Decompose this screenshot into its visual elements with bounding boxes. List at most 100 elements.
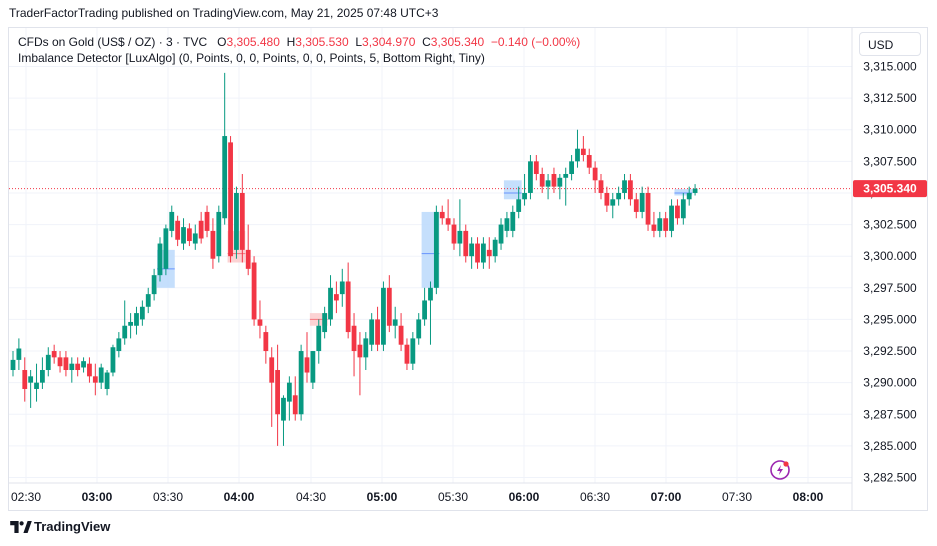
candle-13 — [87, 357, 92, 383]
candle-55 — [334, 281, 339, 314]
candle-0 — [10, 351, 16, 377]
candle-81 — [486, 237, 492, 269]
candle-73 — [439, 205, 445, 225]
candle-58 — [351, 313, 357, 377]
price-tick-label: 3,282.500 — [863, 471, 917, 485]
imbalance-zone-4 — [503, 180, 522, 200]
candle-36 — [222, 72, 228, 225]
candle-8 — [57, 351, 63, 373]
candle-37 — [228, 136, 233, 263]
legend-main-line: CFDs on Gold (US$ / OZ) · 3 · TVC O 3,305… — [18, 34, 580, 50]
candle-76 — [457, 199, 463, 257]
open-label: O — [217, 35, 227, 49]
price-tick-label: 3,315.000 — [863, 60, 917, 74]
candle-5 — [40, 357, 45, 389]
candle-63 — [381, 281, 386, 352]
chart-frame — [8, 27, 928, 511]
candle-68 — [410, 332, 416, 371]
symbol-name[interactable]: CFDs on Gold (US$ / OZ) · 3 · TVC — [18, 35, 208, 49]
candle-75 — [451, 218, 457, 250]
candle-26 — [163, 224, 169, 276]
candle-22 — [139, 300, 145, 326]
candle-54 — [328, 275, 333, 326]
candle-70 — [422, 287, 427, 326]
candle-12 — [81, 357, 86, 373]
candle-41 — [251, 256, 257, 326]
candle-25 — [157, 237, 163, 282]
candle-4 — [34, 363, 39, 402]
candles — [10, 72, 698, 446]
price-scale: 3,315.000 3,312.500 3,310.000 3,307.500 3,30… — [863, 60, 917, 485]
candle-20 — [128, 313, 133, 339]
candle-23 — [145, 287, 151, 314]
candle-95 — [569, 155, 574, 181]
time-tick-label: 05:30 — [438, 490, 468, 504]
candle-115 — [686, 186, 692, 206]
last-price-label: 3,305.340 — [863, 182, 917, 196]
candle-71 — [428, 281, 433, 345]
candle-7 — [51, 344, 57, 364]
candle-3 — [28, 370, 34, 408]
time-tick-label: 03:30 — [153, 490, 183, 504]
imbalance-zone-5 — [674, 189, 693, 196]
change-value: −0.140 (−0.00%) — [490, 35, 581, 49]
candle-78 — [469, 237, 475, 269]
candle-103 — [616, 186, 622, 206]
candle-89 — [533, 155, 539, 181]
candle-67 — [404, 338, 410, 371]
candle-53 — [322, 306, 328, 339]
time-tick-label: 08:00 — [793, 490, 824, 504]
low-label: L — [355, 35, 363, 49]
candle-88 — [528, 155, 533, 200]
candle-21 — [134, 306, 139, 335]
grid-lines — [9, 28, 852, 483]
price-tick-label: 3,310.000 — [863, 123, 917, 137]
close-value: 3,305.340 — [430, 35, 485, 49]
candle-98 — [586, 148, 592, 174]
time-tick-label: 06:00 — [509, 490, 540, 504]
candle-42 — [257, 300, 263, 339]
tradingview-logo-icon — [10, 521, 32, 533]
tradingview-brand[interactable]: TradingView — [34, 519, 111, 534]
candle-94 — [563, 167, 569, 206]
indicator-line[interactable]: Imbalance Detector [LuxAlgo] (0, Points,… — [18, 51, 485, 65]
close-label: C — [422, 35, 431, 49]
candle-93 — [557, 173, 563, 200]
candle-10 — [69, 357, 75, 383]
price-tick-label: 3,295.000 — [863, 312, 917, 326]
candle-113 — [675, 199, 680, 225]
time-tick-label: 04:00 — [224, 490, 255, 504]
candle-2 — [22, 357, 28, 402]
candle-114 — [680, 192, 686, 225]
price-tick-label: 3,290.000 — [863, 376, 917, 390]
candle-91 — [545, 173, 551, 200]
candle-62 — [375, 306, 380, 352]
currency-button[interactable]: USD — [859, 32, 921, 56]
time-scale: 02:30 03:00 03:30 04:00 04:30 05:00 05:30 06:00… — [11, 490, 824, 504]
candle-90 — [539, 167, 545, 193]
price-tick-label: 3,297.500 — [863, 281, 917, 295]
candle-51 — [310, 351, 316, 389]
candle-38 — [234, 186, 239, 259]
time-tick-label: 07:00 — [651, 490, 682, 504]
candle-46 — [281, 395, 286, 446]
candle-79 — [475, 237, 480, 269]
candle-116 — [692, 184, 698, 196]
candle-45 — [275, 344, 280, 446]
price-tick-label: 3,287.500 — [863, 407, 917, 421]
high-label: H — [286, 35, 296, 49]
chart-legend: CFDs on Gold (US$ / OZ) · 3 · TVC O 3,305… — [18, 34, 580, 66]
candle-77 — [463, 224, 469, 263]
price-tick-label: 3,302.500 — [863, 218, 917, 232]
candle-43 — [263, 325, 269, 364]
candle-69 — [416, 313, 422, 345]
candle-112 — [669, 199, 674, 238]
candle-83 — [498, 218, 504, 250]
candle-48 — [292, 376, 298, 421]
high-value: 3,305.530 — [295, 35, 349, 49]
candle-110 — [657, 211, 663, 238]
low-value: 3,304.970 — [362, 35, 416, 49]
candle-60 — [363, 332, 369, 371]
lightning-icon[interactable] — [770, 460, 790, 480]
